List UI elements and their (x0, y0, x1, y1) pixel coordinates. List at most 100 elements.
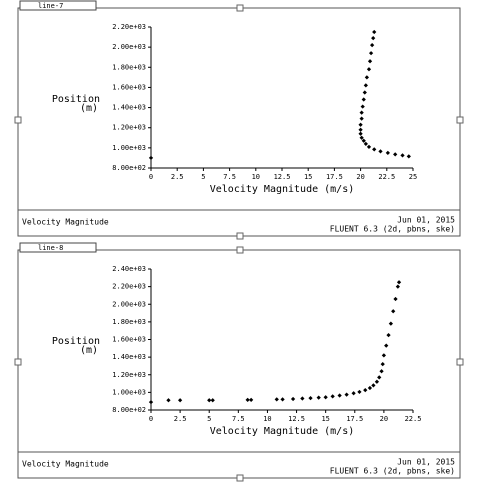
data-point (372, 147, 377, 152)
x-tick-label: 5 (207, 415, 211, 423)
data-point (361, 97, 366, 102)
footer-left: Velocity Magnitude (22, 218, 109, 227)
data-point (358, 127, 363, 132)
y-tick-label: 2.20e+03 (112, 23, 146, 31)
x-tick-label: 22.5 (378, 173, 395, 181)
footer-version: FLUENT 6.3 (2d, pbns, ske) (330, 467, 455, 476)
y-tick-label: 1.40e+03 (112, 353, 146, 361)
x-axis-label: Velocity Magnitude (m/s) (210, 184, 355, 195)
y-tick-label: 1.00e+03 (112, 388, 146, 396)
x-tick-label: 17.5 (326, 173, 343, 181)
x-tick-label: 10 (263, 415, 271, 423)
x-tick-label: 22.5 (405, 415, 422, 423)
x-tick-label: 0 (149, 173, 153, 181)
resize-handle (456, 358, 464, 366)
x-tick-label: 10 (252, 173, 260, 181)
data-point (351, 391, 356, 396)
data-point (381, 353, 387, 358)
footer-version: FLUENT 6.3 (2d, pbns, ske) (330, 225, 455, 234)
data-point (249, 397, 254, 402)
x-tick-label: 12.5 (274, 173, 291, 181)
x-tick-label: 20 (380, 415, 388, 423)
data-point (344, 392, 349, 397)
y-tick-label: 2.00e+03 (112, 43, 146, 51)
y-tick-label: 8.00e+02 (112, 164, 146, 172)
data-point (359, 110, 364, 115)
data-point (363, 141, 368, 146)
data-point (364, 75, 370, 80)
y-tick-label: 2.20e+03 (112, 283, 146, 291)
y-axis-units: (m) (80, 345, 98, 356)
data-point (177, 398, 183, 403)
resize-handle (14, 116, 22, 124)
data-point (359, 116, 364, 121)
x-tick-label: 2.5 (174, 415, 187, 423)
resize-handle (236, 474, 244, 482)
data-point (395, 284, 400, 289)
data-point (366, 67, 372, 72)
data-point (358, 122, 363, 127)
data-point (371, 35, 376, 41)
resize-handle (456, 116, 464, 124)
y-axis-label: Position (52, 336, 100, 347)
resize-handle (236, 246, 244, 254)
y-tick-label: 2.00e+03 (112, 300, 146, 308)
data-point (374, 379, 380, 384)
resize-handle (14, 358, 22, 366)
data-point (368, 51, 374, 56)
window-title: line-8 (38, 244, 63, 252)
data-point (396, 280, 402, 285)
panel-frame (17, 7, 461, 237)
data-point (372, 29, 377, 35)
data-point (148, 155, 154, 161)
data-point (359, 135, 364, 140)
data-point (384, 343, 389, 348)
y-axis-units: (m) (80, 103, 98, 114)
y-tick-label: 1.80e+03 (112, 63, 146, 71)
data-point (337, 393, 342, 398)
y-tick-label: 1.60e+03 (112, 336, 146, 344)
data-point (210, 398, 215, 403)
footer-date: Jun 01, 2015 (397, 216, 455, 225)
data-point (166, 398, 171, 403)
data-point (148, 399, 154, 405)
x-tick-label: 15 (321, 415, 329, 423)
data-point (378, 149, 383, 154)
data-point (207, 398, 212, 403)
window-title: line-7 (38, 2, 63, 10)
panel-frame (17, 249, 461, 479)
data-point (330, 394, 335, 399)
resize-handle (236, 232, 244, 240)
x-tick-label: 5 (201, 173, 205, 181)
x-tick-label: 15 (304, 173, 312, 181)
data-point (360, 104, 365, 109)
data-point (371, 383, 376, 388)
data-point (391, 309, 396, 314)
x-tick-label: 0 (149, 415, 153, 423)
data-point (400, 153, 405, 158)
data-point (363, 83, 368, 88)
data-point (377, 375, 382, 380)
y-tick-label: 1.80e+03 (112, 318, 146, 326)
data-point (280, 397, 285, 402)
data-point (358, 131, 363, 136)
x-tick-label: 7.5 (223, 173, 236, 181)
data-point (367, 59, 373, 64)
data-point (300, 396, 305, 401)
data-point (370, 43, 375, 48)
data-point (245, 397, 250, 402)
data-point (380, 362, 385, 367)
x-tick-label: 7.5 (232, 415, 245, 423)
y-tick-label: 1.60e+03 (112, 83, 146, 91)
data-point (406, 154, 411, 159)
data-point (379, 369, 384, 374)
data-point (388, 321, 393, 326)
y-tick-label: 1.00e+03 (112, 144, 146, 152)
data-point (361, 138, 366, 143)
y-tick-label: 1.20e+03 (112, 371, 146, 379)
data-point (357, 389, 362, 395)
y-tick-label: 2.40e+03 (112, 265, 146, 273)
x-tick-label: 2.5 (171, 173, 184, 181)
data-point (362, 90, 367, 95)
